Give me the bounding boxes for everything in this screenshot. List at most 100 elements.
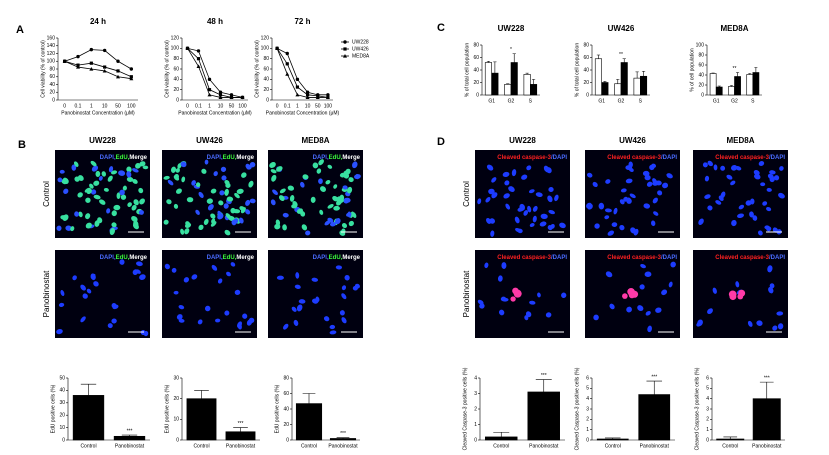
nucleus bbox=[586, 172, 593, 178]
nucleus bbox=[335, 265, 343, 270]
nucleus bbox=[240, 207, 246, 214]
stain-label-part: EdU, bbox=[116, 155, 130, 161]
y-tick-label: 20 bbox=[283, 422, 289, 428]
y-tick-label: 60 bbox=[49, 74, 55, 80]
error-bar bbox=[302, 393, 316, 404]
nucleus bbox=[325, 180, 331, 185]
error-bar bbox=[194, 390, 209, 399]
nucleus bbox=[529, 300, 536, 305]
marker bbox=[89, 61, 93, 65]
nucleus bbox=[113, 204, 121, 211]
nucleus bbox=[737, 213, 744, 219]
x-tick-label: Control bbox=[193, 443, 209, 449]
y-tick-label: 40 bbox=[473, 67, 479, 73]
nucleus bbox=[628, 167, 634, 173]
marker bbox=[116, 74, 120, 79]
nucleus bbox=[217, 278, 223, 284]
column-header: MED8A bbox=[301, 136, 329, 145]
nucleus bbox=[93, 194, 101, 200]
marker bbox=[89, 47, 94, 52]
error-bar bbox=[717, 85, 721, 87]
error-bar bbox=[336, 437, 350, 439]
y-tick-label: 120 bbox=[171, 35, 180, 41]
nucleus bbox=[318, 159, 324, 166]
nucleus bbox=[221, 175, 227, 181]
nucleus bbox=[218, 200, 224, 206]
y-tick-label: 20 bbox=[173, 396, 179, 402]
x-tick-label: Control bbox=[722, 443, 738, 449]
nucleus bbox=[278, 195, 285, 202]
nucleus bbox=[135, 261, 143, 267]
x-tick-label: G1 bbox=[598, 98, 605, 104]
nucleus bbox=[72, 275, 77, 281]
nucleus bbox=[85, 222, 92, 229]
cells bbox=[269, 159, 361, 236]
bar bbox=[596, 438, 629, 441]
nucleus bbox=[657, 190, 663, 196]
nucleus bbox=[224, 229, 231, 236]
stain-label-part: /DAPI bbox=[661, 255, 677, 261]
nucleus bbox=[120, 194, 127, 200]
legend-label: MED8A bbox=[352, 53, 370, 59]
nucleus bbox=[56, 225, 62, 231]
nucleus bbox=[234, 192, 240, 199]
nucleus bbox=[135, 269, 141, 274]
nucleus bbox=[587, 203, 593, 210]
nucleus bbox=[56, 328, 63, 335]
nucleus bbox=[319, 209, 324, 215]
micrograph bbox=[55, 250, 150, 338]
panel-label: D bbox=[437, 136, 445, 148]
y-tick-label: 60 bbox=[583, 55, 589, 61]
marker bbox=[326, 93, 330, 97]
nucleus bbox=[625, 178, 633, 184]
bar bbox=[530, 84, 538, 96]
line bbox=[187, 48, 243, 98]
y-tick-label: 5 bbox=[706, 386, 709, 392]
x-tick-label: G2 bbox=[618, 98, 625, 104]
nucleus bbox=[532, 215, 537, 223]
nucleus bbox=[769, 170, 776, 175]
y-tick-label: 80 bbox=[49, 66, 55, 72]
x-tick-label: Panobinostat bbox=[529, 443, 559, 449]
error-bar bbox=[723, 436, 738, 439]
nucleus bbox=[126, 176, 134, 182]
nucleus bbox=[74, 211, 80, 217]
nucleus bbox=[138, 209, 144, 215]
significance: ** bbox=[619, 52, 623, 58]
nucleus bbox=[642, 170, 650, 177]
nucleus bbox=[85, 213, 91, 220]
nucleus bbox=[183, 277, 190, 283]
line bbox=[64, 60, 132, 80]
stain-label-part: Cleaved caspase-3 bbox=[497, 155, 551, 161]
nucleus bbox=[207, 204, 214, 211]
nucleus bbox=[90, 160, 97, 167]
y-tick-label: 100 bbox=[261, 46, 270, 52]
bar bbox=[746, 74, 754, 96]
nucleus bbox=[491, 177, 497, 183]
nucleus bbox=[640, 263, 646, 269]
nucleus bbox=[527, 205, 532, 213]
nucleus bbox=[515, 227, 522, 233]
error-bar bbox=[233, 427, 248, 432]
nucleus bbox=[604, 215, 610, 220]
stain-label-part: /DAPI bbox=[769, 255, 785, 261]
stain-label-part: Merge bbox=[129, 155, 147, 161]
nucleus bbox=[559, 222, 566, 229]
bar bbox=[594, 58, 602, 96]
nucleus bbox=[197, 319, 203, 325]
y-tick-label: 120 bbox=[47, 51, 56, 57]
nucleus bbox=[180, 161, 187, 168]
nucleus bbox=[651, 163, 657, 168]
nucleus bbox=[341, 293, 347, 300]
nucleus bbox=[178, 318, 185, 323]
nucleus bbox=[131, 204, 137, 211]
nucleus bbox=[715, 200, 722, 205]
significance: *** bbox=[127, 428, 133, 434]
nucleus bbox=[324, 220, 331, 226]
x-tick-label: S bbox=[529, 98, 533, 104]
stain-label-part: EdU, bbox=[223, 255, 237, 261]
nucleus bbox=[175, 168, 180, 173]
nucleus bbox=[63, 188, 69, 194]
nucleus bbox=[71, 164, 77, 171]
row-label: Control bbox=[462, 181, 471, 207]
